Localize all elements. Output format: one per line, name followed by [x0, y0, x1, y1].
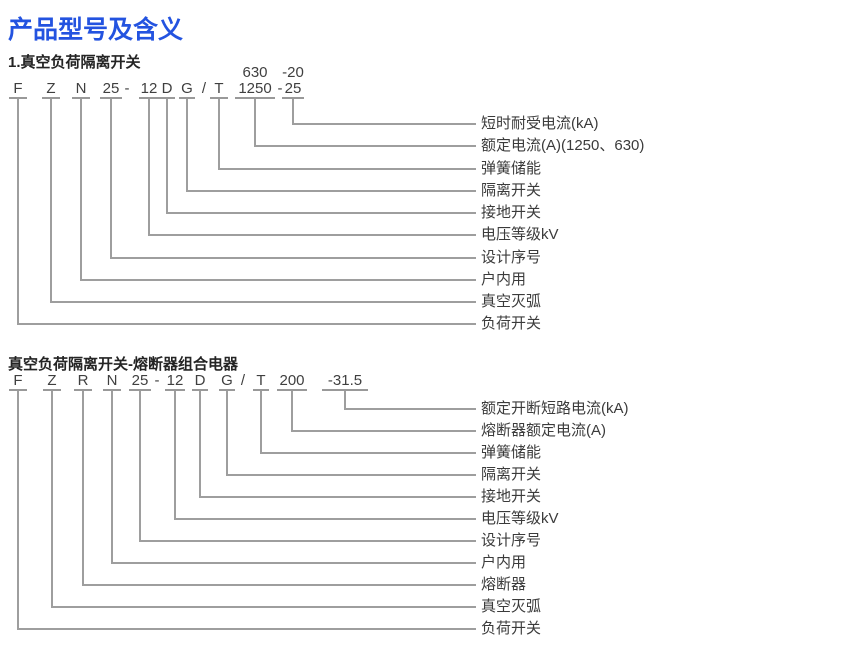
meaning-label: 额定电流(A)(1250、630) — [481, 137, 645, 155]
meaning-label: 户内用 — [481, 554, 527, 571]
code-token-above: -20 — [282, 64, 304, 81]
section-2-heading: 真空负荷隔离开关-熔断器组合电器 — [8, 356, 238, 373]
code-token-above: 630 — [242, 64, 268, 81]
connector-vertical — [148, 99, 150, 235]
connector-horizontal — [148, 234, 476, 237]
connector-vertical — [51, 391, 53, 606]
connector-vertical — [166, 99, 168, 212]
connector-vertical — [292, 99, 294, 123]
connector-horizontal — [17, 323, 476, 326]
code-token: - — [124, 80, 130, 97]
code-token: T — [253, 372, 269, 391]
connector-vertical — [82, 391, 84, 584]
connector-horizontal — [50, 301, 476, 303]
code-token: / — [201, 80, 207, 97]
code-token: Z — [43, 372, 61, 391]
connector-horizontal — [199, 496, 476, 498]
connector-vertical — [260, 391, 262, 452]
connector-vertical — [344, 391, 346, 408]
code-token: G — [219, 372, 235, 391]
connector-vertical — [186, 99, 188, 190]
connector-horizontal — [186, 189, 476, 192]
meaning-label: 设计序号 — [481, 248, 542, 266]
meaning-label: 额定开断短路电流(kA) — [481, 400, 629, 417]
connector-horizontal — [260, 452, 476, 454]
meaning-label: 隔离开关 — [481, 466, 542, 483]
meaning-label: 接地开关 — [481, 488, 542, 505]
connector-vertical — [17, 391, 19, 628]
code-token: 1250 — [235, 80, 275, 99]
code-token: 25 — [100, 80, 122, 99]
connector-vertical — [80, 99, 82, 279]
connector-vertical — [226, 391, 228, 474]
connector-horizontal — [111, 562, 476, 564]
meaning-label: 熔断器额定电流(A) — [481, 422, 606, 439]
connector-vertical — [199, 391, 201, 496]
connector-horizontal — [174, 518, 476, 520]
meaning-label: 真空灭弧 — [481, 598, 542, 615]
code-token: F — [9, 80, 27, 99]
meaning-label: 真空灭弧 — [481, 293, 542, 310]
meaning-label: 接地开关 — [481, 204, 542, 221]
meaning-label: 电压等级kV — [481, 226, 559, 244]
connector-horizontal — [226, 474, 476, 476]
meaning-label: 弹簧储能 — [481, 444, 542, 461]
code-token: R — [74, 372, 92, 391]
code-token: 200 — [277, 372, 307, 391]
connector-horizontal — [80, 278, 476, 281]
connector-horizontal — [51, 606, 476, 608]
code-token: 25 — [129, 372, 151, 391]
connector-vertical — [17, 99, 19, 324]
connector-horizontal — [82, 584, 476, 586]
code-token: D — [159, 80, 175, 99]
connector-vertical — [111, 391, 113, 562]
code-token: 25 — [282, 80, 304, 99]
page-title: 产品型号及含义 — [8, 16, 184, 44]
code-token: -31.5 — [322, 372, 368, 391]
code-token: F — [9, 372, 27, 391]
connector-vertical — [218, 99, 220, 168]
code-token: 12 — [139, 80, 159, 99]
connector-horizontal — [254, 145, 476, 148]
code-token: - — [154, 372, 160, 389]
connector-vertical — [139, 391, 141, 540]
meaning-label: 户内用 — [481, 270, 527, 288]
code-token: 12 — [165, 372, 185, 391]
connector-horizontal — [166, 212, 476, 214]
code-token: - — [277, 80, 283, 97]
code-token: N — [103, 372, 121, 391]
code-token: G — [179, 80, 195, 99]
connector-horizontal — [218, 167, 476, 170]
code-token: D — [192, 372, 208, 391]
connector-horizontal — [292, 123, 476, 125]
code-token: Z — [42, 80, 60, 99]
code-token: / — [240, 372, 246, 389]
meaning-label: 负荷开关 — [481, 315, 542, 333]
meaning-label: 弹簧储能 — [481, 159, 542, 177]
connector-horizontal — [291, 430, 476, 432]
connector-vertical — [110, 99, 112, 257]
code-token: N — [72, 80, 90, 99]
code-token: T — [210, 80, 228, 99]
connector-vertical — [291, 391, 293, 430]
connector-vertical — [174, 391, 176, 518]
meaning-label: 短时耐受电流(kA) — [481, 115, 599, 132]
meaning-label: 隔离开关 — [481, 181, 542, 199]
connector-horizontal — [344, 408, 476, 410]
section-1-heading: 1.真空负荷隔离开关 — [8, 54, 141, 71]
meaning-label: 熔断器 — [481, 576, 527, 593]
connector-horizontal — [139, 540, 476, 542]
meaning-label: 设计序号 — [481, 532, 542, 549]
meaning-label: 电压等级kV — [481, 510, 559, 527]
connector-horizontal — [110, 256, 476, 259]
connector-vertical — [254, 99, 256, 146]
connector-horizontal — [17, 628, 476, 630]
meaning-label: 负荷开关 — [481, 620, 542, 637]
connector-vertical — [50, 99, 52, 301]
